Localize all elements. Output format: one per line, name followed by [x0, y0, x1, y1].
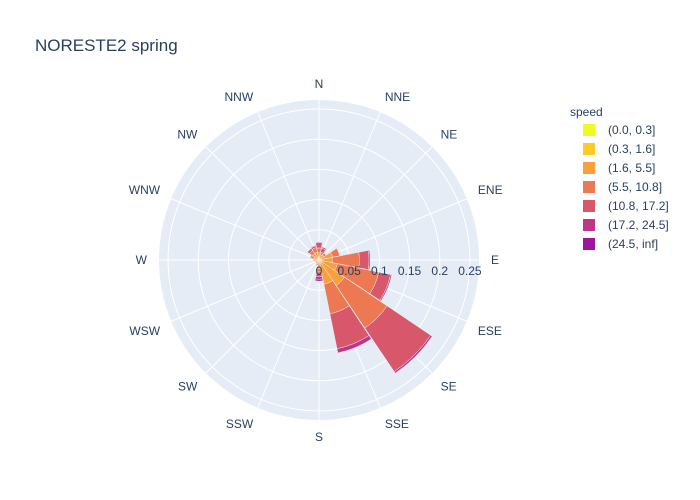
legend-entry: (24.5, inf] — [608, 237, 658, 251]
angular-label-se: SE — [441, 380, 457, 394]
radial-tick-label: 0.1 — [371, 264, 388, 278]
legend-swatch — [583, 200, 595, 212]
radial-tick-label: 0.05 — [338, 264, 362, 278]
angular-grid-line — [318, 198, 468, 261]
legend-entry: (10.8, 17.2] — [608, 199, 669, 213]
bar-segment-e-5 — [367, 249, 371, 271]
radial-tick-label: 0.25 — [458, 264, 482, 278]
angular-label-sw: SW — [178, 380, 198, 394]
angular-grid-line — [318, 146, 433, 261]
bar-segment-n-5 — [315, 241, 323, 244]
angular-label-ssw: SSW — [226, 417, 254, 431]
angular-label-e: E — [491, 253, 499, 267]
angular-label-nne: NNE — [385, 90, 410, 104]
angular-label-s: S — [315, 430, 323, 444]
radial-tick-label: 0.15 — [398, 264, 422, 278]
legend: speed (0.0, 0.3] (0.3, 1.6] (1.6, 5.5] (5.5… — [570, 105, 669, 251]
angular-grid-line — [205, 146, 320, 261]
legend-swatch — [583, 124, 595, 136]
legend-entry: (0.3, 1.6] — [608, 142, 655, 156]
legend-swatch — [583, 181, 595, 193]
legend-entry: (1.6, 5.5] — [608, 161, 655, 175]
chart-title: NORESTE2 spring — [35, 36, 178, 55]
legend-entry: (17.2, 24.5] — [608, 218, 669, 232]
bar-segment-ese-5 — [379, 274, 393, 302]
legend-swatch — [583, 238, 595, 250]
bar-segments — [307, 241, 433, 374]
legend-swatch — [583, 219, 595, 231]
legend-swatch — [583, 162, 595, 174]
bar-segment-se-5 — [393, 334, 433, 374]
radial-tick-label: 0 — [316, 264, 323, 278]
bar-segment-w-4 — [312, 258, 314, 262]
legend-entry: (0.0, 0.3] — [608, 123, 655, 137]
angular-grid-line — [318, 111, 381, 261]
angular-label-wnw: WNW — [129, 183, 161, 197]
legend-entry: (5.5, 10.8] — [608, 180, 662, 194]
legend-swatch — [583, 143, 595, 155]
angular-label-nw: NW — [177, 127, 198, 141]
bar-segment-s-6 — [314, 278, 324, 282]
bar-segment-nne-5 — [321, 246, 327, 251]
radial-axis-labels: 0 0.05 0.1 0.15 0.2 0.25 — [316, 264, 482, 278]
angular-grid-line — [257, 259, 320, 409]
radial-tick-label: 0.2 — [431, 264, 448, 278]
angular-label-nnw: NNW — [225, 90, 254, 104]
angular-label-ne: NE — [441, 127, 458, 141]
angular-label-ese: ESE — [478, 324, 502, 338]
angular-label-wsw: WSW — [129, 324, 160, 338]
bar-segment-ssw-4 — [315, 264, 319, 267]
bar-segment-sse-5 — [336, 335, 372, 354]
angular-label-ene: ENE — [478, 183, 503, 197]
legend-title: speed — [570, 105, 603, 119]
angular-grid-line — [170, 259, 320, 322]
angular-grid-line — [205, 259, 320, 374]
angular-label-sse: SSE — [385, 417, 409, 431]
angular-label-w: W — [136, 253, 148, 267]
angular-grid-line — [257, 111, 320, 261]
angular-grid-line — [170, 198, 320, 261]
bar-segment-nnw-5 — [310, 244, 317, 249]
angular-label-n: N — [315, 77, 324, 91]
angular-axis-labels: N NNE NE ENE E ESE SE SSE S SSW SW WSW W WNW NW NNW — [129, 77, 503, 444]
